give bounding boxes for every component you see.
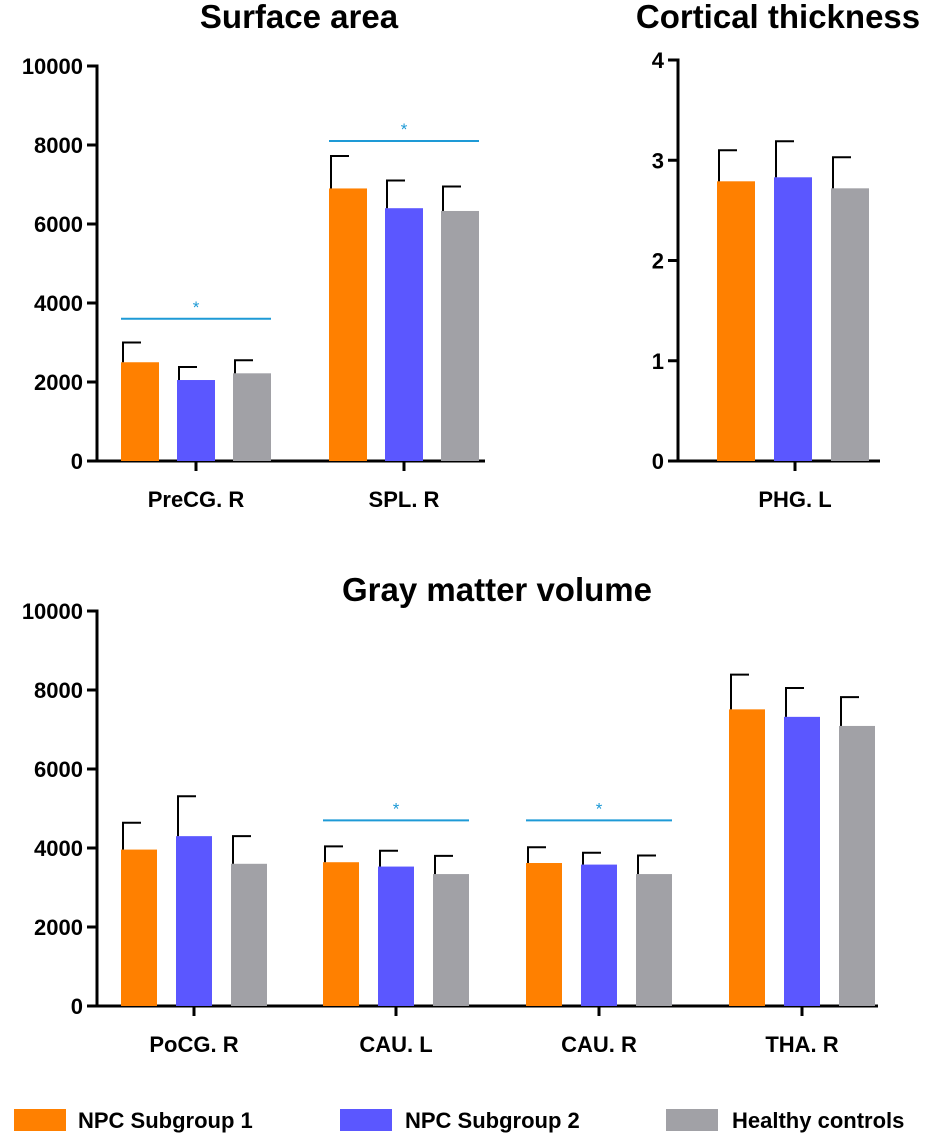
y-tick-label: 0 [71,994,83,1019]
bar-npc-subgroup-1-phg-l [717,181,755,462]
legend: NPC Subgroup 1 NPC Subgroup 2 Healthy cont… [14,1108,904,1133]
x-tick-label-precg-r: PreCG. R [148,487,245,512]
legend-swatch-npc-subgroup-1 [14,1109,66,1131]
bar-npc-subgroup-1-precg-r [121,362,159,461]
y-tick-label: 2000 [34,370,83,395]
chart-title: Surface area [200,0,399,35]
bar-healthy-controls-tha-r [839,725,875,1006]
bar-healthy-controls-phg-l [831,188,869,461]
y-tick-label: 6000 [34,757,83,782]
chart-title: Cortical thickness [636,0,920,35]
y-tick-label: 4 [652,48,665,73]
legend-swatch-npc-subgroup-2 [340,1109,392,1131]
x-tick-label-cau-r: CAU. R [561,1032,637,1057]
bar-npc-subgroup-1-cau-r [526,863,562,1006]
bar-npc-subgroup-1-cau-l [323,862,359,1006]
bar-healthy-controls-pocg-r [231,863,267,1006]
legend-label-healthy-controls: Healthy controls [732,1108,904,1133]
x-tick-label-cau-l: CAU. L [359,1032,432,1057]
legend-swatch-healthy-controls [666,1109,718,1131]
y-tick-label: 8000 [34,678,83,703]
x-tick-label-phg-l: PHG. L [758,487,831,512]
y-tick-label: 2000 [34,915,83,940]
bar-npc-subgroup-1-tha-r [729,709,765,1006]
y-tick-label: 8000 [34,133,83,158]
cortical-thickness-chart: Cortical thickness 0 1 2 3 4 PHG. L [636,0,920,512]
significance-star: * [393,799,400,818]
significance-star: * [596,799,603,818]
bar-healthy-controls-cau-l [433,874,469,1006]
y-tick-label: 0 [71,449,83,474]
legend-label-npc-subgroup-1: NPC Subgroup 1 [78,1108,253,1133]
y-tick-label: 4000 [34,291,83,316]
y-tick-label: 6000 [34,212,83,237]
y-tick-label: 10000 [22,54,83,79]
legend-label-npc-subgroup-2: NPC Subgroup 2 [405,1108,580,1133]
x-tick-label-spl-r: SPL. R [369,487,440,512]
x-tick-label-tha-r: THA. R [765,1032,838,1057]
gray-matter-volume-chart: Gray matter volume 0 2000 4000 6000 8000 10000… [22,571,878,1057]
bar-npc-subgroup-2-cau-l [378,866,414,1006]
bar-npc-subgroup-2-pocg-r [176,836,212,1006]
significance-star: * [193,298,200,317]
y-tick-label: 1 [652,349,664,374]
y-tick-label: 3 [652,148,664,173]
y-tick-label: 10000 [22,599,83,624]
significance-star: * [401,120,408,139]
x-tick-label-pocg-r: PoCG. R [149,1032,238,1057]
bar-healthy-controls-cau-r [636,874,672,1006]
bar-healthy-controls-spl-r [441,210,479,461]
y-tick-label: 2 [652,249,664,274]
chart-title: Gray matter volume [342,571,652,608]
bar-npc-subgroup-2-cau-r [581,864,617,1006]
y-tick-label: 4000 [34,836,83,861]
bar-npc-subgroup-2-tha-r [784,716,820,1006]
bar-npc-subgroup-1-pocg-r [121,849,157,1006]
bar-npc-subgroup-1-spl-r [329,188,367,461]
bar-npc-subgroup-2-spl-r [385,208,423,461]
y-tick-label: 0 [652,449,664,474]
surface-area-chart: Surface area 0 2000 4000 6000 8000 10000 PreCG.… [22,0,485,512]
bar-healthy-controls-precg-r [233,373,271,461]
bar-npc-subgroup-2-precg-r [177,380,215,461]
bar-npc-subgroup-2-phg-l [774,177,812,462]
